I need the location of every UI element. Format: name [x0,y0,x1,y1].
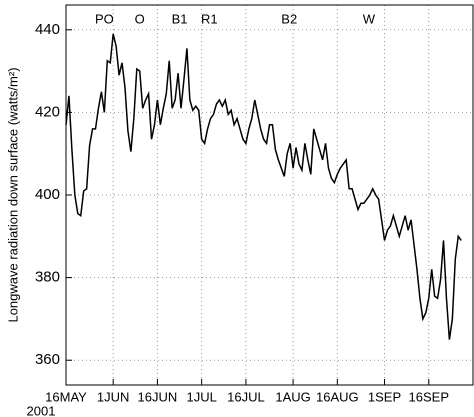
y-tick-label: 420 [35,103,60,120]
x-tick-label: 1SEP [368,389,401,404]
y-tick-label: 440 [35,21,60,38]
x-tick-label: 16SEP [409,389,449,404]
y-tick-label: 400 [35,186,60,203]
annotation: W [363,11,376,26]
y-tick-label: 360 [35,351,60,368]
annotation: R1 [201,11,218,26]
x-tick-label: 16AUG [316,389,359,404]
x-tick-label: 1AUG [275,389,310,404]
annotation: B2 [281,11,297,26]
annotation: O [135,11,145,26]
x-tick-label: 16JUN [138,389,178,404]
y-tick-label: 380 [35,269,60,286]
plot-frame [65,4,474,386]
y-axis-label: Longwave radiation down surface (watts/m… [5,67,20,322]
x-tick-label: 1JUL [186,389,216,404]
year-label: 2001 [27,403,56,417]
x-tick-label: 16JUL [227,389,265,404]
x-tick-label: 16MAY [45,389,87,404]
annotation: PO [95,11,114,26]
x-tick-label: 1JUN [97,389,130,404]
data-line [65,33,462,340]
annotation: B1 [172,11,188,26]
